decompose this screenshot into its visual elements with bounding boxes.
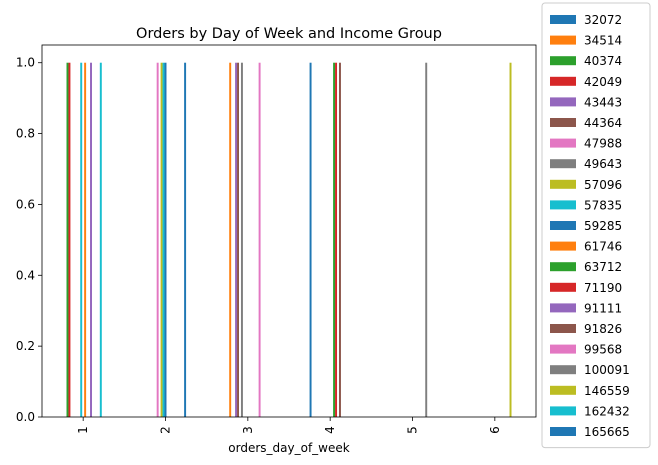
bar-63712-4 (333, 62, 336, 418)
bar-57096-2 (160, 62, 163, 418)
bar-44364-3 (237, 62, 240, 418)
legend-swatch (550, 118, 576, 127)
bar-91826-4 (338, 62, 341, 418)
bar-49643-3 (240, 62, 243, 418)
legend-label: 42049 (584, 75, 622, 89)
legend-swatch (550, 97, 576, 107)
bar-91111-1 (90, 62, 92, 418)
legend-label: 32072 (584, 13, 622, 27)
legend-swatch (550, 282, 576, 292)
legend-label: 100091 (584, 363, 630, 377)
legend-swatch (550, 241, 576, 251)
legend-label: 71190 (584, 281, 622, 295)
plot-area (41, 44, 537, 418)
legend-label: 57096 (584, 178, 622, 192)
legend-box (541, 2, 651, 449)
x-tick-label: 6 (488, 426, 502, 434)
legend-label: 49643 (584, 157, 622, 171)
legend-swatch (550, 385, 576, 395)
y-tick-label: 0.2 (16, 339, 35, 353)
legend-label: 61746 (584, 240, 622, 254)
legend-label: 43443 (584, 95, 622, 109)
x-tick-label: 3 (241, 426, 255, 434)
bar-34514-3 (229, 62, 232, 418)
bar-32072-4 (309, 62, 312, 418)
legend-label: 162432 (584, 404, 630, 418)
legend-swatch (550, 76, 576, 86)
legend-swatch (550, 262, 576, 272)
y-tick-label: 0.8 (16, 127, 35, 141)
bar-42049-1 (68, 62, 71, 418)
bar-40374-1 (66, 62, 69, 418)
legend-label: 47988 (584, 137, 622, 151)
bar-43443-3 (235, 62, 238, 418)
legend-swatch (550, 303, 576, 313)
bar-57835-2 (162, 62, 165, 418)
x-axis: 1 2 3 4 5 6 (76, 417, 502, 434)
y-tick-label: 0.6 (16, 197, 35, 211)
x-tick-label: 2 (159, 426, 173, 434)
x-tick-label: 1 (76, 426, 90, 434)
legend-label: 91826 (584, 322, 622, 336)
plot-frame (41, 44, 537, 418)
y-tick-label: 0.0 (16, 410, 35, 424)
legend-label: 99568 (584, 343, 622, 357)
legend-label: 40374 (584, 54, 622, 68)
bar-100091-5 (425, 62, 428, 418)
bar-57835-1 (80, 62, 83, 418)
legend-label: 91111 (584, 301, 622, 315)
bar-47988-2 (156, 62, 159, 418)
bar-165665-2 (184, 62, 187, 418)
bar-146559-6 (509, 62, 512, 418)
legend-swatch (550, 221, 576, 230)
bar-162432-1 (99, 62, 102, 418)
legend-swatch (550, 406, 576, 416)
legend-swatch (550, 324, 576, 333)
y-tick-label: 0.4 (16, 268, 35, 282)
bar-59285-2 (164, 62, 167, 418)
legend-label: 57835 (584, 198, 622, 212)
legend-swatch (550, 35, 576, 45)
legend-label: 146559 (584, 384, 630, 398)
legend: 32072 34514 40374 42049 43443 44364 47988 49643… (541, 2, 651, 449)
legend-label: 165665 (584, 425, 630, 439)
x-tick-label: 5 (406, 426, 420, 434)
y-tick-label: 1.0 (16, 56, 35, 70)
legend-swatch (550, 15, 576, 24)
bar-99568-3 (258, 62, 261, 418)
legend-swatch (550, 427, 576, 436)
x-axis-label: orders_day_of_week (228, 441, 349, 455)
legend-label: 59285 (584, 219, 622, 233)
legend-label: 34514 (584, 34, 622, 48)
legend-label: 44364 (584, 116, 622, 130)
x-tick-label: 4 (323, 426, 337, 434)
legend-label: 63712 (584, 260, 622, 274)
legend-swatch (550, 344, 576, 354)
bar-61746-1 (84, 62, 87, 418)
legend-swatch (550, 138, 576, 148)
legend-swatch (550, 179, 576, 189)
bar-71190-4 (335, 62, 338, 418)
legend-swatch (550, 56, 576, 66)
y-axis: 0.0 0.2 0.4 0.6 0.8 1.0 (16, 56, 42, 424)
legend-swatch (550, 200, 576, 210)
legend-swatch (550, 365, 576, 375)
chart-title: Orders by Day of Week and Income Group (136, 26, 442, 42)
legend-swatch (550, 159, 576, 169)
